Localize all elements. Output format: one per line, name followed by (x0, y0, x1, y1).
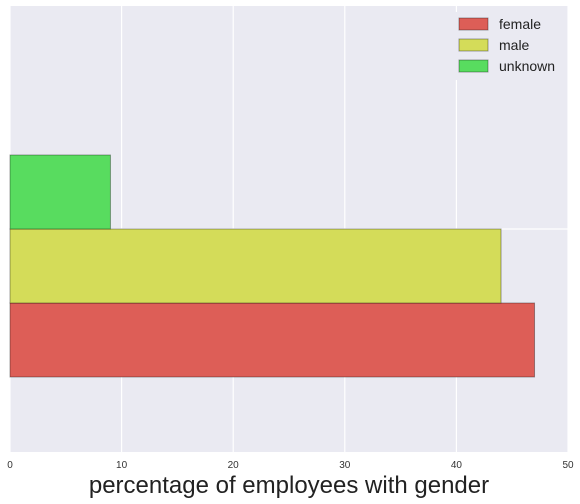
legend-swatch-unknown (458, 59, 489, 73)
legend-swatch-male (458, 38, 489, 52)
legend-swatch-female (458, 17, 489, 31)
bar-unknown (9, 154, 111, 230)
x-tick-label: 30 (339, 460, 351, 471)
legend-label-female: female (499, 16, 541, 32)
bars (9, 154, 536, 378)
legend: female male unknown (449, 12, 563, 80)
legend-label-unknown: unknown (499, 58, 555, 74)
x-tick-label: 10 (116, 460, 128, 471)
bar-male (9, 228, 502, 304)
x-tick-label: 50 (562, 460, 574, 471)
x-tick-label: 40 (451, 460, 463, 471)
bar-female (9, 302, 536, 378)
x-tick-label: 0 (7, 460, 13, 471)
x-tick-labels: 0 10 20 30 40 50 (7, 460, 574, 471)
x-tick-label: 20 (228, 460, 240, 471)
x-axis-label: percentage of employees with gender (89, 472, 489, 499)
legend-label-male: male (499, 37, 530, 53)
